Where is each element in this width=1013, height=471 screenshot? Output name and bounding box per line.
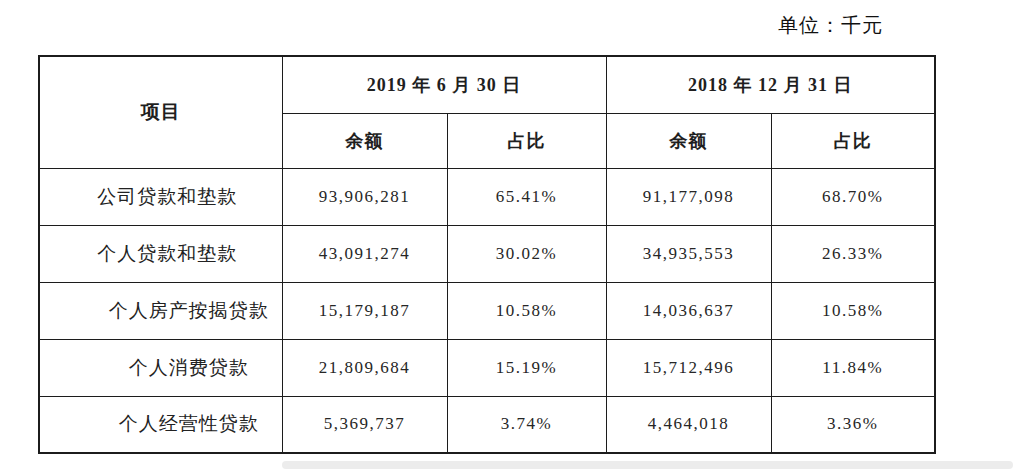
column-header-share-2019: 占比 [447,113,606,168]
row-label: 个人经营性贷款 [39,396,282,453]
cell-balance-2018: 15,712,496 [606,339,771,396]
cell-balance-2019: 15,179,187 [282,282,447,339]
row-label: 公司贷款和垫款 [39,168,282,225]
column-header-balance-2019: 余额 [282,113,447,168]
column-header-balance-2018: 余额 [606,113,771,168]
cell-share-2019: 10.58% [447,282,606,339]
row-label: 个人贷款和垫款 [39,225,282,282]
loan-breakdown-table: 项目 2019 年 6 月 30 日 2018 年 12 月 31 日 余额 占… [38,55,936,454]
cell-balance-2018: 4,464,018 [606,396,771,453]
table-header: 项目 2019 年 6 月 30 日 2018 年 12 月 31 日 余额 占… [39,56,935,168]
cell-balance-2019: 21,809,684 [282,339,447,396]
cell-balance-2018: 91,177,098 [606,168,771,225]
cell-share-2018: 3.36% [771,396,935,453]
table-row-personal-business-loans: 个人经营性贷款 5,369,737 3.74% 4,464,018 3.36% [39,396,935,453]
column-header-date-2018: 2018 年 12 月 31 日 [606,56,935,113]
scan-shadow-strip [282,461,1013,469]
header-date-row: 项目 2019 年 6 月 30 日 2018 年 12 月 31 日 [39,56,935,113]
cell-share-2019: 30.02% [447,225,606,282]
table-row-personal-loans: 个人贷款和垫款 43,091,274 30.02% 34,935,553 26.… [39,225,935,282]
cell-share-2018: 10.58% [771,282,935,339]
cell-share-2018: 68.70% [771,168,935,225]
table-row-personal-consumer-loans: 个人消费贷款 21,809,684 15.19% 15,712,496 11.8… [39,339,935,396]
table-row-corporate-loans: 公司贷款和垫款 93,906,281 65.41% 91,177,098 68.… [39,168,935,225]
column-header-item: 项目 [39,56,282,168]
cell-balance-2018: 34,935,553 [606,225,771,282]
cell-balance-2019: 5,369,737 [282,396,447,453]
table-body: 公司贷款和垫款 93,906,281 65.41% 91,177,098 68.… [39,168,935,453]
cell-share-2019: 3.74% [447,396,606,453]
cell-share-2019: 65.41% [447,168,606,225]
column-header-share-2018: 占比 [771,113,935,168]
row-label: 个人房产按揭贷款 [39,282,282,339]
cell-balance-2019: 43,091,274 [282,225,447,282]
report-page: 单位：千元 项目 2019 年 6 月 30 日 2018 年 12 月 31 … [0,0,1013,471]
cell-share-2018: 26.33% [771,225,935,282]
cell-balance-2018: 14,036,637 [606,282,771,339]
cell-balance-2019: 93,906,281 [282,168,447,225]
cell-share-2019: 15.19% [447,339,606,396]
unit-label: 单位：千元 [778,12,908,39]
cell-share-2018: 11.84% [771,339,935,396]
row-label: 个人消费贷款 [39,339,282,396]
column-header-date-2019: 2019 年 6 月 30 日 [282,56,606,113]
table-row-personal-mortgage-loans: 个人房产按揭贷款 15,179,187 10.58% 14,036,637 10… [39,282,935,339]
